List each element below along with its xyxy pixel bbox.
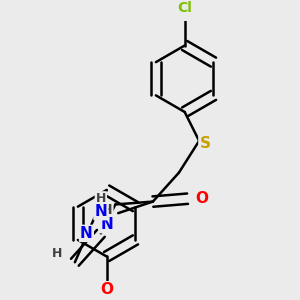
Text: N: N [94,204,107,219]
Text: H: H [101,203,112,217]
Text: Cl: Cl [177,1,192,15]
Text: H: H [52,247,63,260]
Text: H: H [96,192,106,205]
Text: N: N [80,226,93,241]
Text: N: N [100,217,113,232]
Text: O: O [100,282,113,297]
Text: S: S [200,136,210,151]
Text: O: O [196,191,208,206]
